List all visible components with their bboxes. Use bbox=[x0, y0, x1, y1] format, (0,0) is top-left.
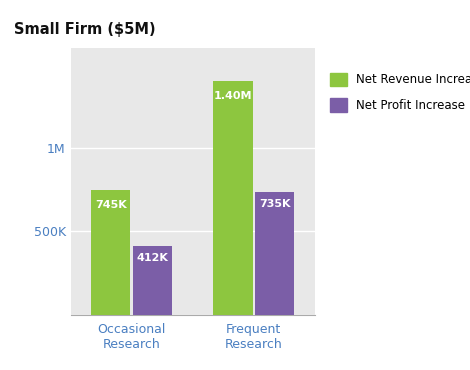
Text: 735K: 735K bbox=[259, 199, 290, 209]
Text: 1.40M: 1.40M bbox=[214, 91, 252, 101]
Bar bbox=[213, 81, 252, 314]
Bar bbox=[133, 246, 172, 314]
Legend: Net Revenue Increase, Net Profit Increase: Net Revenue Increase, Net Profit Increas… bbox=[330, 73, 470, 112]
Text: Small Firm ($5M): Small Firm ($5M) bbox=[14, 22, 156, 37]
Text: 412K: 412K bbox=[136, 253, 168, 263]
Bar bbox=[255, 192, 294, 314]
Bar bbox=[91, 191, 130, 314]
Text: 745K: 745K bbox=[95, 200, 127, 210]
